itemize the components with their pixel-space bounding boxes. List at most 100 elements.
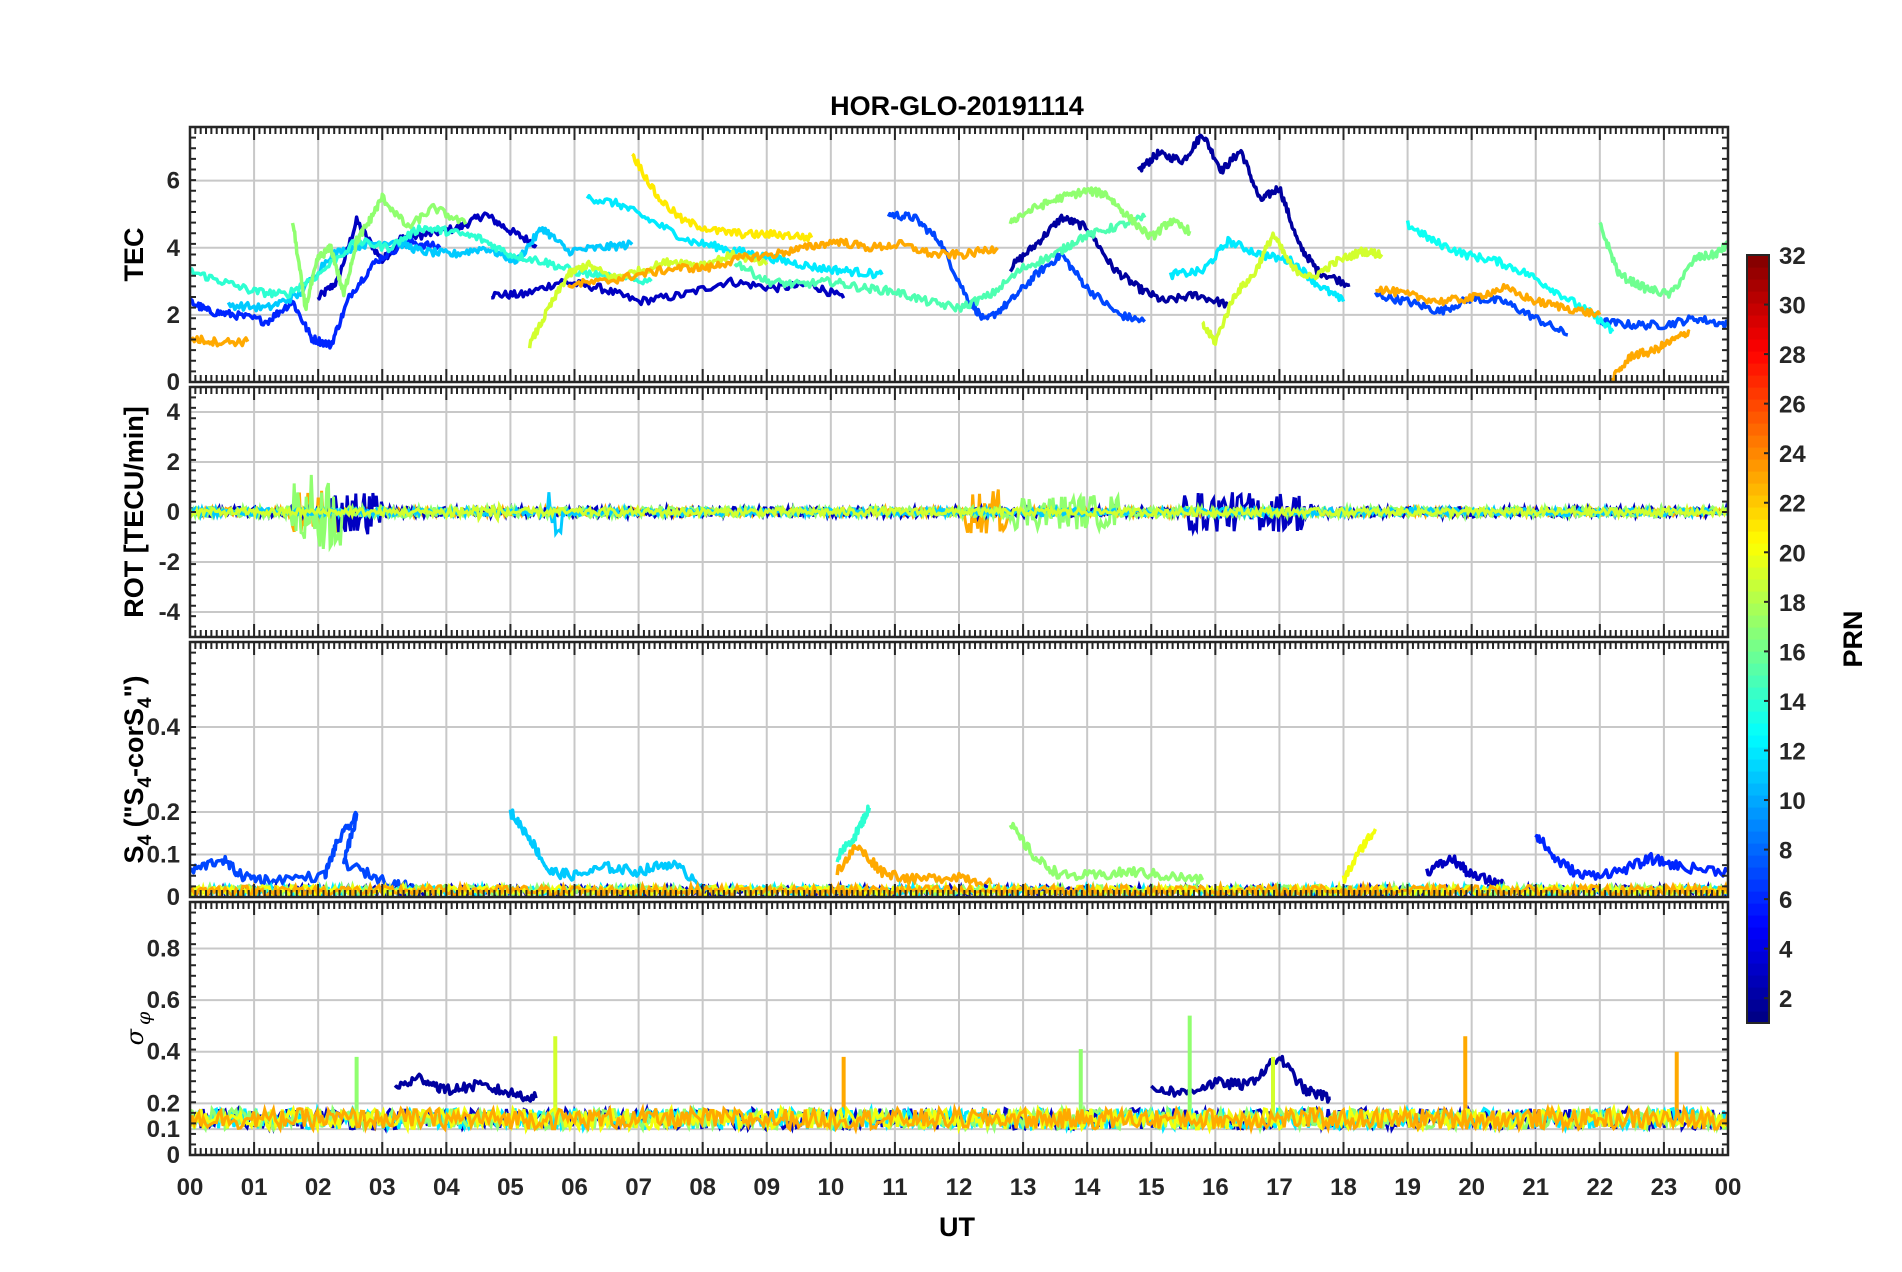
series-group <box>190 133 1728 382</box>
colorbar-tick-label: 4 <box>1779 937 1793 964</box>
colorbar-step <box>1747 579 1769 592</box>
colorbar-step <box>1747 399 1769 412</box>
colorbar-step <box>1747 279 1769 292</box>
x-tick-label: 17 <box>1266 1174 1293 1201</box>
x-tick-label: 00 <box>177 1174 204 1201</box>
series-line-prn-3 <box>1425 854 1506 890</box>
series-line-prn-2 <box>1150 1054 1332 1104</box>
y-axis-label-part: 4 <box>135 777 156 788</box>
x-axis-label: UT <box>939 1212 975 1242</box>
colorbar-step <box>1747 303 1769 316</box>
y-tick-label: 0.4 <box>147 1039 181 1066</box>
x-tick-label: 00 <box>1715 1174 1742 1201</box>
series-line-prn-2 <box>1136 133 1351 289</box>
x-tick-label: 15 <box>1138 1174 1165 1201</box>
y-tick-label: 0.2 <box>147 1090 180 1117</box>
y-tick-label: 6 <box>167 168 180 195</box>
y-axis-label: σφ <box>121 1011 155 1045</box>
colorbar-step <box>1747 327 1769 340</box>
y-tick-label: 0.8 <box>147 935 180 962</box>
colorbar-step <box>1747 843 1769 856</box>
series-line-prn-23 <box>1375 282 1602 318</box>
x-tick-label: 05 <box>497 1174 524 1201</box>
x-tick-label: 18 <box>1330 1174 1357 1201</box>
colorbar-step <box>1747 999 1769 1012</box>
colorbar-step <box>1747 615 1769 628</box>
baseline-prn-23 <box>190 1102 1728 1135</box>
x-tick-label: 20 <box>1458 1174 1485 1201</box>
colorbar-step <box>1747 627 1769 640</box>
colorbar-step <box>1747 567 1769 580</box>
x-tick-labels: 00 01 02 03 04 05 06 07 08 09 10 11 12 13 14 15 16 17 18 19… <box>177 1174 1742 1201</box>
minor-ticks <box>189 642 1729 897</box>
colorbar-tick-label: 22 <box>1779 491 1806 518</box>
colorbar-tick-label: 26 <box>1779 392 1806 419</box>
chart-title: HOR-GLO-20191114 <box>830 91 1084 121</box>
y-tick-label: 2 <box>167 449 180 476</box>
series-line-prn-15 <box>733 212 1147 313</box>
y-ticks <box>190 126 1728 383</box>
colorbar-step <box>1747 915 1769 928</box>
series-line-prn-19 <box>1201 231 1384 347</box>
y-axis-label: S4 ("S4-corS4") <box>119 676 156 864</box>
series-line-prn-17 <box>1008 186 1192 241</box>
colorbar-step <box>1747 795 1769 808</box>
colorbar-step <box>1747 339 1769 352</box>
series-line-prn-23 <box>1610 329 1691 382</box>
colorbar-step <box>1747 267 1769 280</box>
colorbar-step <box>1747 735 1769 748</box>
colorbar-step <box>1747 819 1769 832</box>
colorbar-step <box>1747 507 1769 520</box>
colorbar-step <box>1747 519 1769 532</box>
x-tick-label: 11 <box>882 1174 907 1201</box>
series-line-prn-6 <box>190 236 442 350</box>
series-line-prn-20 <box>1341 828 1378 884</box>
colorbar-step <box>1747 699 1769 712</box>
series-line-prn-23 <box>190 334 250 348</box>
y-axis-label-part: 4 <box>135 697 156 708</box>
y-axis-label-part: 4 <box>135 834 156 845</box>
panel-2: -4 -2 0 2 4 ROT [TECU/min] <box>119 385 1730 639</box>
colorbar-step <box>1747 663 1769 676</box>
colorbar-step <box>1747 495 1769 508</box>
phi-subscript: φ <box>133 1011 155 1025</box>
colorbar-step <box>1747 927 1769 940</box>
colorbar-step <box>1747 639 1769 652</box>
colorbar-tick-label: 2 <box>1779 986 1792 1013</box>
colorbar-step <box>1747 687 1769 700</box>
colorbar-step <box>1747 675 1769 688</box>
colorbar-step <box>1747 651 1769 664</box>
series-line-prn-2 <box>1008 213 1230 309</box>
colorbar-step <box>1747 411 1769 424</box>
colorbar-tick-label: 30 <box>1779 293 1806 320</box>
y-tick-label: 0.1 <box>147 1116 180 1143</box>
y-tick-label: 0 <box>167 1142 180 1169</box>
y-tick-label: 4 <box>167 399 181 426</box>
series-line-prn-19 <box>190 500 1728 524</box>
series-line-prn-2 <box>393 1072 538 1103</box>
colorbar-step <box>1747 603 1769 616</box>
colorbar-step <box>1747 531 1769 544</box>
x-tick-label: 19 <box>1394 1174 1421 1201</box>
series-line-prn-7 <box>190 810 416 892</box>
series-line-prn-12 <box>585 193 884 280</box>
colorbar-step <box>1747 783 1769 796</box>
x-tick-label: 16 <box>1202 1174 1229 1201</box>
series-group <box>190 474 1728 553</box>
colorbar-step <box>1747 951 1769 964</box>
colorbar-step <box>1747 855 1769 868</box>
y-axis-label-part: ("S <box>119 788 149 835</box>
y-axis-label-part: S <box>119 845 149 863</box>
y-tick-label: 0.1 <box>147 842 180 869</box>
colorbar-step <box>1747 555 1769 568</box>
series-line-prn-7 <box>1598 314 1728 331</box>
colorbar-step <box>1747 867 1769 880</box>
colorbar-step <box>1747 351 1769 364</box>
y-tick-label: 0.4 <box>147 714 181 741</box>
colorbar-step <box>1747 807 1769 820</box>
series-line-prn-17 <box>290 192 468 312</box>
y-axis-label-part: ") <box>119 676 149 698</box>
colorbar-step <box>1747 423 1769 436</box>
x-tick-label: 08 <box>689 1174 716 1201</box>
y-tick-label: 0.2 <box>147 799 180 826</box>
